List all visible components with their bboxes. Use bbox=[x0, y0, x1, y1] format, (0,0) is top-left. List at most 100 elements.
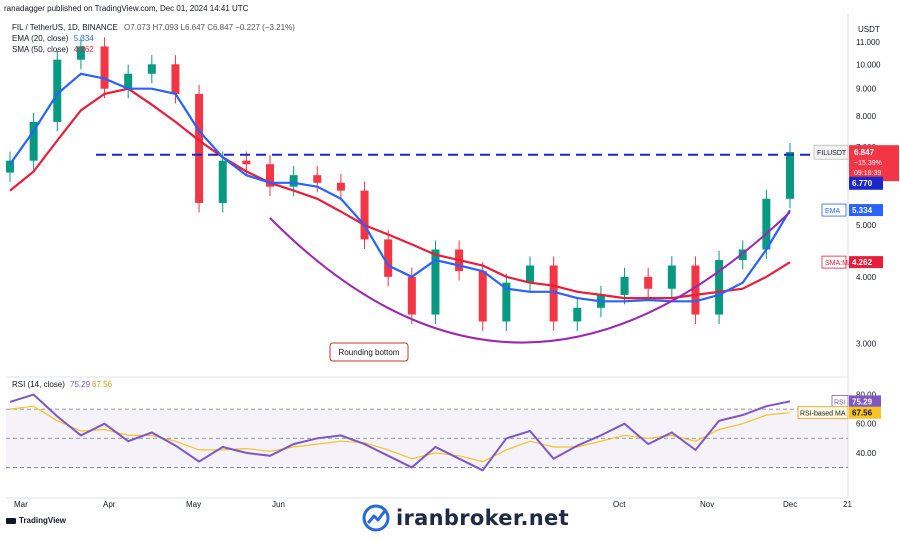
candle-body bbox=[644, 276, 653, 289]
last-price-tag-value: 6.847 bbox=[854, 148, 875, 157]
candle-body bbox=[195, 93, 204, 203]
time-tick-label: 21 bbox=[843, 500, 852, 509]
rsi-tag-value-box bbox=[849, 395, 881, 408]
candle-body bbox=[549, 265, 558, 322]
ma-tag-value: 5.334 bbox=[852, 206, 873, 215]
ma-tag-label-box bbox=[821, 203, 847, 217]
candle-body bbox=[29, 121, 38, 161]
rsi-title: RSI (14, close) bbox=[12, 380, 65, 389]
candle-body bbox=[171, 64, 180, 94]
rounding-bottom-curve bbox=[269, 211, 791, 344]
time-tick-label: Mar bbox=[14, 500, 28, 509]
rsi-legend-value: 75.29 bbox=[70, 380, 91, 389]
candle-body bbox=[360, 190, 369, 240]
candle-body bbox=[573, 307, 582, 322]
candle-body bbox=[53, 59, 62, 122]
price-tick-label: 11.000 bbox=[856, 38, 880, 47]
ohlc-values: O7.073 H7.093 L6.647 C6.847 −0.227 (−3.2… bbox=[124, 23, 295, 32]
candle-body bbox=[762, 198, 771, 250]
rsi-tick-label: 80.00 bbox=[856, 391, 877, 400]
time-tick-label: Jun bbox=[272, 500, 285, 509]
currency-label: USDT bbox=[858, 25, 880, 34]
candle-body bbox=[786, 152, 794, 199]
last-price-tag-countdown: 09:18:39 bbox=[854, 170, 881, 177]
candle-body bbox=[691, 265, 700, 315]
tradingview-logo-icon bbox=[6, 517, 16, 524]
price-tick-label: 10.000 bbox=[856, 60, 881, 69]
ema-legend-label: EMA (20, close) bbox=[12, 34, 69, 43]
price-pane bbox=[6, 18, 848, 372]
sma-legend: SMA (50, close) 4.262 bbox=[12, 45, 94, 54]
candle-body bbox=[620, 276, 629, 295]
candle-body bbox=[100, 46, 109, 89]
sma-line bbox=[9, 87, 791, 300]
rsi-tick-label: 60.00 bbox=[856, 420, 877, 429]
rsi-line bbox=[9, 393, 791, 472]
ma-tag-value-box bbox=[849, 204, 883, 217]
candle-body bbox=[266, 164, 274, 187]
price-tick-label: 9.000 bbox=[856, 85, 877, 94]
annotation-text: Rounding bottom bbox=[339, 348, 400, 357]
candle-body bbox=[738, 249, 747, 261]
rsi-tick-label: 40.00 bbox=[856, 449, 877, 458]
rounding-bottom-annotation: Rounding bottom bbox=[329, 342, 409, 362]
rsi-ma-tag-label: RSI-based MA bbox=[800, 411, 846, 418]
rsi-tag-value: 75.29 bbox=[852, 397, 873, 406]
candle-body bbox=[384, 239, 393, 277]
candle-body bbox=[502, 282, 511, 322]
price-tick-label: 3.000 bbox=[856, 340, 877, 349]
rsi-tag-label: RSI bbox=[834, 399, 846, 406]
rsi-ma-line bbox=[9, 405, 791, 463]
sma-legend-value: 4.262 bbox=[73, 45, 94, 54]
watermark-text: iranbroker.net bbox=[396, 506, 569, 530]
ma-tag-value: 4.262 bbox=[852, 258, 873, 267]
time-tick-label: Apr bbox=[103, 500, 116, 509]
sma-legend-label: SMA (50, close) bbox=[12, 45, 69, 54]
time-tick-label: Nov bbox=[700, 500, 714, 509]
time-tick-label: May bbox=[186, 500, 201, 509]
candle-body bbox=[715, 260, 724, 315]
candle-body bbox=[431, 249, 440, 315]
symbol-name: FIL / TetherUS, 1D, BINANCE bbox=[12, 23, 118, 32]
time-tick-label: Oct bbox=[613, 500, 626, 509]
resistance-tag-value: 6.770 bbox=[852, 179, 873, 188]
candle-body bbox=[124, 73, 133, 89]
ma-tag-value-box bbox=[849, 256, 883, 269]
rsi-ma-legend-value: 67.56 bbox=[92, 380, 113, 389]
symbol-legend: FIL / TetherUS, 1D, BINANCE O7.073 H7.09… bbox=[12, 23, 295, 32]
resistance-tag-box bbox=[849, 176, 883, 190]
rsi-ma-tag-value: 67.56 bbox=[852, 409, 873, 418]
annotation-box bbox=[329, 342, 409, 362]
ema-legend-value: 5.334 bbox=[73, 34, 94, 43]
candle-body bbox=[76, 46, 85, 60]
candle-body bbox=[667, 265, 676, 289]
price-tick-label: 5.000 bbox=[856, 221, 877, 230]
ema-line bbox=[9, 72, 791, 303]
tradingview-logo-text: TradingView bbox=[19, 516, 66, 525]
price-tick-label: 8.000 bbox=[856, 112, 877, 121]
candle-body bbox=[336, 182, 345, 191]
ma-tag-label-box bbox=[821, 255, 847, 269]
candle-body bbox=[289, 175, 298, 187]
candle-body bbox=[147, 64, 156, 74]
rsi-ma-tag-value-box bbox=[849, 406, 881, 419]
rsi-ma-tag-label-box bbox=[797, 406, 849, 420]
candle-body bbox=[407, 276, 416, 315]
candle-body bbox=[478, 271, 487, 322]
candle-body bbox=[6, 160, 14, 173]
ma-tag-label: SMA:MA bbox=[825, 260, 853, 267]
tradingview-logo[interactable]: TradingView bbox=[6, 516, 66, 525]
ma-tag-label: EMA bbox=[825, 208, 841, 215]
publisher-line: ranadagger published on TradingView.com,… bbox=[4, 4, 249, 13]
candle-body bbox=[242, 160, 251, 165]
iranbroker-logo-icon bbox=[362, 504, 390, 532]
last-price-tag-box bbox=[849, 145, 899, 182]
price-tick-label: 4.000 bbox=[856, 273, 877, 282]
watermark: iranbroker.net bbox=[362, 503, 569, 533]
last-price-tag-change: −15.39% bbox=[854, 160, 882, 167]
candle-body bbox=[218, 160, 227, 203]
candle-body bbox=[526, 265, 534, 283]
ema-legend: EMA (20, close) 5.334 bbox=[12, 34, 94, 43]
